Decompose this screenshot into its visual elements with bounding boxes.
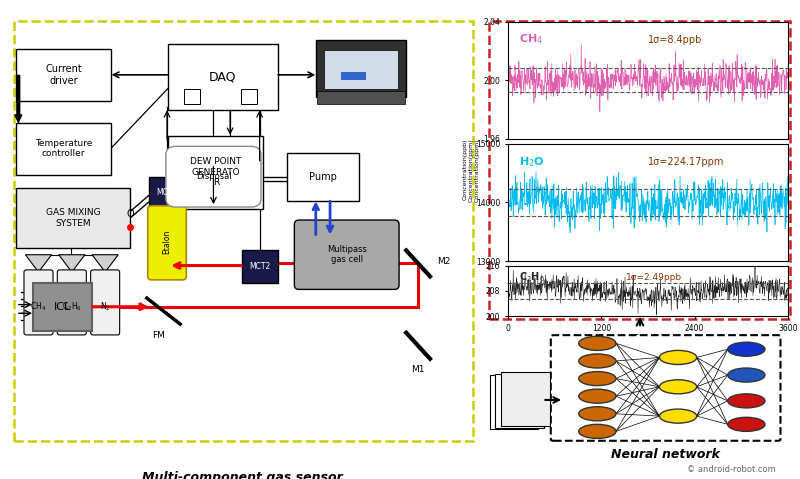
FancyBboxPatch shape xyxy=(324,50,398,89)
FancyBboxPatch shape xyxy=(58,270,86,335)
FancyBboxPatch shape xyxy=(294,220,399,289)
Text: CH$_4$: CH$_4$ xyxy=(30,300,46,313)
Polygon shape xyxy=(92,255,118,272)
Circle shape xyxy=(578,354,616,368)
Text: ICL: ICL xyxy=(54,302,71,312)
FancyBboxPatch shape xyxy=(184,89,200,104)
FancyBboxPatch shape xyxy=(14,21,473,441)
FancyBboxPatch shape xyxy=(495,374,544,428)
Circle shape xyxy=(728,342,765,356)
FancyBboxPatch shape xyxy=(242,251,278,283)
Text: 1σ=2.49ppb: 1σ=2.49ppb xyxy=(626,273,682,282)
FancyBboxPatch shape xyxy=(90,270,120,335)
Text: Multi-component gas sensor: Multi-component gas sensor xyxy=(142,471,342,479)
Text: H$_2$O: H$_2$O xyxy=(519,155,545,169)
FancyBboxPatch shape xyxy=(501,372,550,426)
Text: DAQ: DAQ xyxy=(210,70,237,83)
Polygon shape xyxy=(58,255,85,272)
FancyBboxPatch shape xyxy=(168,45,278,110)
FancyBboxPatch shape xyxy=(550,335,781,441)
Text: Neural network: Neural network xyxy=(611,448,720,461)
Text: Multipass
gas cell: Multipass gas cell xyxy=(326,245,366,264)
Text: GAS MIXING
SYSTEM: GAS MIXING SYSTEM xyxy=(46,208,100,228)
Text: MCT2: MCT2 xyxy=(250,262,270,271)
FancyBboxPatch shape xyxy=(316,40,406,96)
Text: Pump: Pump xyxy=(309,171,337,182)
Text: © android-robot.com: © android-robot.com xyxy=(687,465,776,474)
FancyBboxPatch shape xyxy=(16,49,111,101)
FancyBboxPatch shape xyxy=(287,153,358,201)
FancyBboxPatch shape xyxy=(16,123,111,174)
FancyBboxPatch shape xyxy=(24,270,53,335)
Circle shape xyxy=(578,389,616,403)
X-axis label: Time(s): Time(s) xyxy=(632,334,664,343)
Text: M2: M2 xyxy=(437,257,450,266)
Circle shape xyxy=(659,409,697,423)
Text: M1: M1 xyxy=(411,365,425,374)
Circle shape xyxy=(578,336,616,351)
Polygon shape xyxy=(26,255,51,272)
FancyBboxPatch shape xyxy=(16,188,130,248)
Circle shape xyxy=(578,424,616,438)
Circle shape xyxy=(578,372,616,386)
FancyBboxPatch shape xyxy=(490,376,538,429)
Text: 1σ=8.4ppb: 1σ=8.4ppb xyxy=(648,34,702,45)
FancyBboxPatch shape xyxy=(168,136,263,209)
Text: C$_2$H$_6$: C$_2$H$_6$ xyxy=(519,270,546,284)
Text: FM: FM xyxy=(152,331,165,340)
Circle shape xyxy=(728,394,765,408)
FancyBboxPatch shape xyxy=(148,206,186,280)
Text: Current
driver: Current driver xyxy=(45,64,82,86)
Text: Etalon: Etalon xyxy=(162,229,171,254)
FancyBboxPatch shape xyxy=(241,89,258,104)
FancyBboxPatch shape xyxy=(33,283,92,331)
Circle shape xyxy=(728,368,765,382)
Text: C$_2$H$_6$: C$_2$H$_6$ xyxy=(62,300,82,313)
FancyBboxPatch shape xyxy=(342,72,366,80)
Text: DEW POINT
GENERATO
R: DEW POINT GENERATO R xyxy=(190,158,242,187)
Circle shape xyxy=(728,417,765,432)
Circle shape xyxy=(659,351,697,365)
Circle shape xyxy=(578,407,616,421)
FancyBboxPatch shape xyxy=(166,147,261,207)
FancyBboxPatch shape xyxy=(318,91,405,104)
Circle shape xyxy=(659,380,697,394)
Text: Disposal: Disposal xyxy=(196,172,231,181)
FancyBboxPatch shape xyxy=(149,177,185,209)
Text: Concentration(ppb)
Concentration(ppm)
Concentration(ppm): Concentration(ppb) Concentration(ppm) Co… xyxy=(462,138,479,202)
Text: O: O xyxy=(126,208,134,218)
Text: 1σ=224.17ppm: 1σ=224.17ppm xyxy=(648,157,724,167)
Text: CH$_4$: CH$_4$ xyxy=(519,33,543,46)
Text: N$_2$: N$_2$ xyxy=(100,300,110,313)
Text: MCT1: MCT1 xyxy=(157,188,178,197)
Text: Temperature
controller: Temperature controller xyxy=(35,139,92,158)
